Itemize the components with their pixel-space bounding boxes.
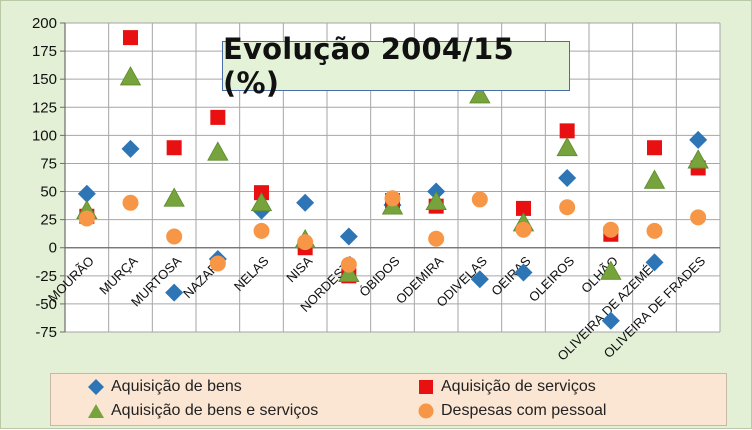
point-despesas-com-pessoal (209, 255, 226, 272)
point-aquisicao-de-bens (689, 130, 708, 149)
y-tick-label: 50 (40, 184, 57, 201)
y-tick-labels: 200 175 150 125 100 75 50 25 0 -25 -50 -75 (32, 15, 57, 341)
point-despesas-com-pessoal (602, 221, 619, 238)
point-aquisicao-de-servicos (166, 140, 182, 156)
diamond-marker-icon (88, 379, 104, 395)
square-marker-icon (419, 380, 433, 394)
y-tick-label: 25 (40, 212, 57, 229)
point-aquisicao-de-bens-e-servicos (163, 187, 185, 207)
point-aquisicao-de-bens (601, 311, 620, 330)
legend-label: Aquisição de serviços (441, 378, 596, 395)
legend: Aquisição de bens Aquisição de serviços … (50, 373, 727, 426)
point-despesas-com-pessoal (297, 234, 314, 251)
y-tick-label: -25 (35, 268, 57, 285)
triangle-marker-icon (88, 404, 104, 418)
point-despesas-com-pessoal (559, 199, 576, 216)
point-aquisicao-de-bens (470, 270, 489, 289)
point-aquisicao-de-servicos (210, 109, 226, 125)
legend-item-aquisicao-de-bens: Aquisição de bens (87, 378, 242, 396)
point-aquisicao-de-bens (558, 169, 577, 188)
point-despesas-com-pessoal (253, 222, 270, 239)
point-aquisicao-de-servicos (123, 30, 138, 46)
y-tick-label: -75 (35, 324, 57, 341)
point-aquisicao-de-bens (339, 227, 358, 246)
y-tick-label: 100 (32, 127, 57, 144)
y-tick-label: 175 (32, 43, 57, 60)
y-tick-label: 200 (32, 15, 57, 32)
point-aquisicao-de-bens (514, 263, 533, 282)
axes (60, 22, 720, 333)
point-despesas-com-pessoal (340, 256, 357, 273)
y-tick-label: 125 (32, 99, 57, 116)
chart-title-box: Evolução 2004/15 (%) (222, 32, 570, 100)
point-despesas-com-pessoal (646, 222, 663, 239)
circle-marker-icon (418, 403, 434, 419)
point-despesas-com-pessoal (384, 190, 401, 207)
point-despesas-com-pessoal (166, 228, 183, 245)
point-aquisicao-de-bens-e-servicos (556, 136, 578, 157)
point-despesas-com-pessoal (515, 221, 532, 238)
point-aquisicao-de-bens-e-servicos (469, 84, 491, 104)
point-despesas-com-pessoal (122, 194, 139, 211)
point-despesas-com-pessoal (428, 230, 445, 247)
point-aquisicao-de-bens (165, 283, 184, 302)
point-aquisicao-de-bens (645, 253, 664, 272)
legend-label: Aquisição de bens e serviços (111, 402, 319, 419)
point-aquisicao-de-bens-e-servicos (600, 260, 622, 280)
point-aquisicao-de-bens-e-servicos (207, 141, 229, 161)
point-aquisicao-de-bens-e-servicos (687, 149, 709, 169)
point-aquisicao-de-bens (121, 139, 140, 158)
chart-title: Evolução 2004/15 (%) (223, 32, 514, 100)
point-aquisicao-de-servicos (559, 123, 575, 139)
legend-item-aquisicao-de-bens-e-servicos: Aquisição de bens e serviços (87, 402, 318, 420)
legend-item-aquisicao-de-servicos: Aquisição de serviços (417, 378, 596, 396)
point-despesas-com-pessoal (471, 191, 488, 208)
point-aquisicao-de-bens (77, 184, 96, 203)
point-aquisicao-de-bens-e-servicos (643, 169, 666, 189)
point-despesas-com-pessoal (78, 210, 95, 227)
legend-item-despesas-com-pessoal: Despesas com pessoal (417, 402, 606, 420)
y-tick-label: -50 (35, 296, 57, 313)
y-tick-label: 150 (32, 71, 57, 88)
point-aquisicao-de-servicos (516, 200, 531, 216)
point-aquisicao-de-bens (296, 193, 315, 212)
data-points (76, 30, 709, 330)
point-aquisicao-de-bens-e-servicos (119, 66, 142, 86)
point-aquisicao-de-bens-e-servicos (250, 191, 273, 212)
legend-label: Aquisição de bens (111, 378, 242, 395)
y-tick-label: 0 (49, 240, 57, 257)
point-aquisicao-de-servicos (647, 140, 662, 156)
point-despesas-com-pessoal (690, 209, 707, 226)
legend-label: Despesas com pessoal (441, 402, 607, 419)
y-tick-label: 75 (40, 155, 57, 172)
point-aquisicao-de-bens-e-servicos (425, 190, 447, 211)
